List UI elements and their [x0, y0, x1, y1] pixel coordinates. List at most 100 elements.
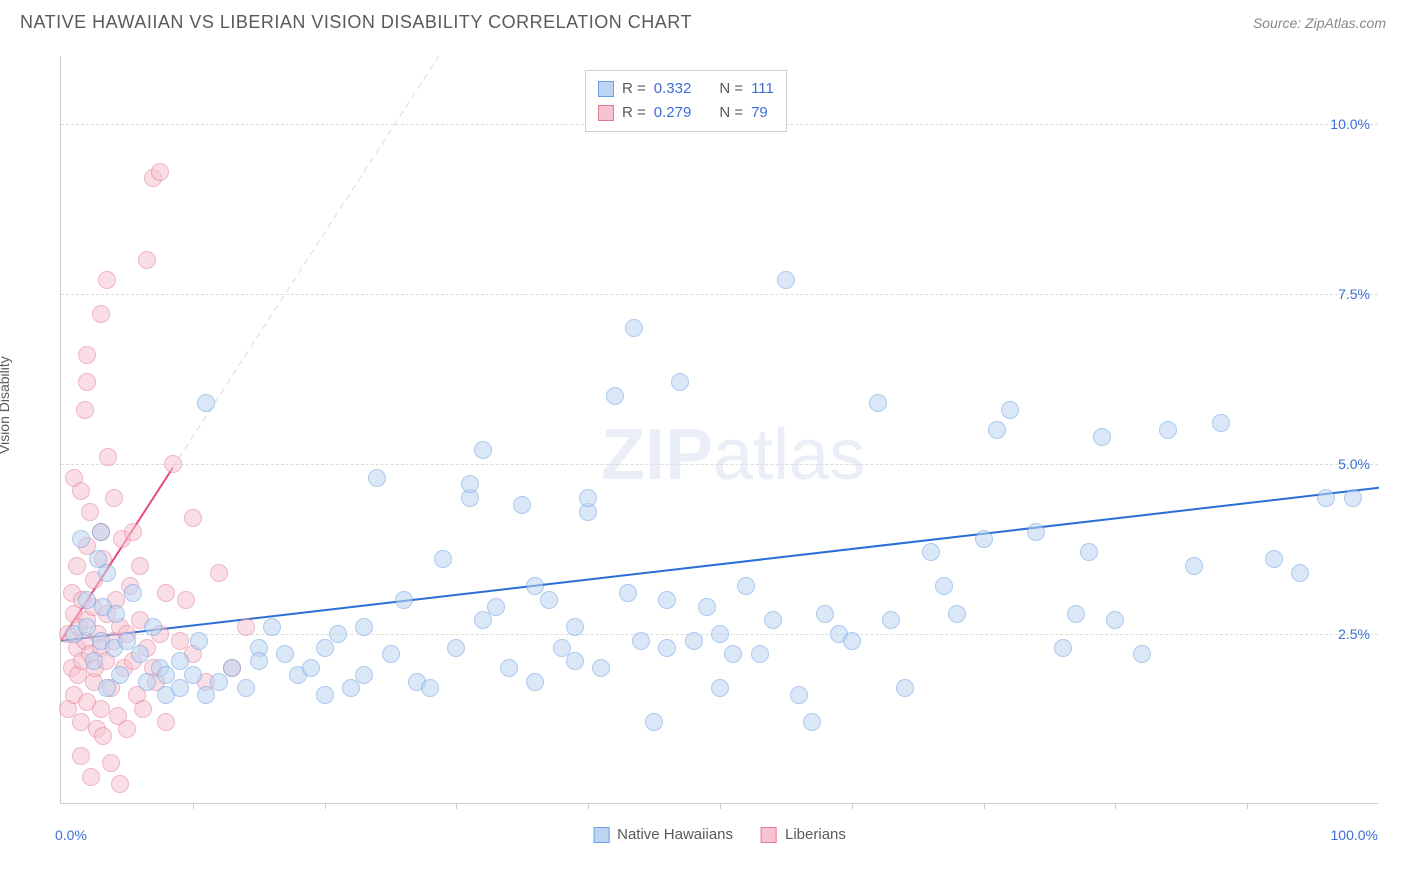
scatter-point-liberians [92, 700, 110, 718]
gridline-h [61, 294, 1378, 295]
scatter-point-native-hawaiians [606, 387, 624, 405]
scatter-point-native-hawaiians [896, 679, 914, 697]
scatter-point-native-hawaiians [698, 598, 716, 616]
scatter-point-native-hawaiians [368, 469, 386, 487]
scatter-point-liberians [78, 373, 96, 391]
gridline-h [61, 464, 1378, 465]
scatter-point-native-hawaiians [98, 679, 116, 697]
scatter-point-liberians [210, 564, 228, 582]
scatter-point-liberians [72, 482, 90, 500]
scatter-point-liberians [105, 489, 123, 507]
scatter-point-native-hawaiians [922, 543, 940, 561]
scatter-point-native-hawaiians [316, 686, 334, 704]
scatter-point-native-hawaiians [474, 611, 492, 629]
scatter-point-native-hawaiians [645, 713, 663, 731]
scatter-point-native-hawaiians [131, 645, 149, 663]
scatter-point-native-hawaiians [619, 584, 637, 602]
scatter-point-native-hawaiians [1344, 489, 1362, 507]
scatter-point-native-hawaiians [197, 394, 215, 412]
scatter-point-native-hawaiians [1185, 557, 1203, 575]
scatter-point-native-hawaiians [171, 679, 189, 697]
scatter-point-native-hawaiians [625, 319, 643, 337]
stats-r-label: R = [622, 101, 646, 125]
scatter-point-native-hawaiians [85, 652, 103, 670]
y-tick-label: 2.5% [1338, 626, 1370, 642]
scatter-point-native-hawaiians [579, 489, 597, 507]
scatter-point-native-hawaiians [487, 598, 505, 616]
chart-title: NATIVE HAWAIIAN VS LIBERIAN VISION DISAB… [20, 12, 692, 33]
scatter-point-liberians [99, 448, 117, 466]
scatter-point-liberians [68, 557, 86, 575]
scatter-point-native-hawaiians [513, 496, 531, 514]
scatter-point-native-hawaiians [1080, 543, 1098, 561]
scatter-point-native-hawaiians [421, 679, 439, 697]
scatter-point-native-hawaiians [1093, 428, 1111, 446]
y-tick-label: 7.5% [1338, 286, 1370, 302]
scatter-point-native-hawaiians [72, 530, 90, 548]
scatter-point-liberians [134, 700, 152, 718]
source-prefix: Source: [1253, 15, 1305, 31]
scatter-point-liberians [177, 591, 195, 609]
scatter-point-native-hawaiians [92, 523, 110, 541]
x-tick [456, 803, 457, 809]
scatter-point-native-hawaiians [210, 673, 228, 691]
scatter-point-native-hawaiians [935, 577, 953, 595]
y-axis-label: Vision Disability [0, 356, 12, 454]
stats-n-label: N = [719, 101, 743, 125]
x-tick [720, 803, 721, 809]
x-tick [984, 803, 985, 809]
scatter-point-native-hawaiians [250, 652, 268, 670]
scatter-point-native-hawaiians [1001, 401, 1019, 419]
series-legend: Native Hawaiians Liberians [593, 826, 846, 843]
scatter-point-liberians [184, 509, 202, 527]
scatter-point-native-hawaiians [526, 673, 544, 691]
source-attribution: Source: ZipAtlas.com [1253, 15, 1386, 31]
stats-n-value: 111 [751, 77, 774, 101]
x-axis-end-label: 100.0% [1331, 827, 1378, 843]
trend-line [61, 488, 1379, 641]
scatter-point-liberians [98, 271, 116, 289]
scatter-point-native-hawaiians [329, 625, 347, 643]
scatter-point-native-hawaiians [1159, 421, 1177, 439]
correlation-stats-box: R =0.332N =111R = 0.279 N = 79 [585, 70, 787, 132]
scatter-point-native-hawaiians [302, 659, 320, 677]
legend-label: Liberians [785, 826, 846, 843]
source-name: ZipAtlas.com [1305, 15, 1386, 31]
scatter-point-native-hawaiians [975, 530, 993, 548]
watermark-zip: ZIP [601, 415, 713, 495]
scatter-point-liberians [157, 584, 175, 602]
x-tick [1247, 803, 1248, 809]
scatter-point-native-hawaiians [816, 605, 834, 623]
scatter-point-native-hawaiians [948, 605, 966, 623]
scatter-point-native-hawaiians [790, 686, 808, 704]
stats-r-value: 0.279 [654, 101, 692, 125]
scatter-point-native-hawaiians [1067, 605, 1085, 623]
legend-label: Native Hawaiians [617, 826, 733, 843]
stats-n-value: 79 [751, 101, 768, 125]
scatter-point-native-hawaiians [447, 639, 465, 657]
scatter-point-native-hawaiians [632, 632, 650, 650]
scatter-point-native-hawaiians [803, 713, 821, 731]
x-tick [193, 803, 194, 809]
scatter-point-native-hawaiians [1106, 611, 1124, 629]
stats-swatch [598, 81, 614, 97]
scatter-point-native-hawaiians [1027, 523, 1045, 541]
scatter-point-native-hawaiians [276, 645, 294, 663]
scatter-point-native-hawaiians [540, 591, 558, 609]
scatter-point-native-hawaiians [107, 605, 125, 623]
y-tick-label: 5.0% [1338, 456, 1370, 472]
scatter-point-native-hawaiians [1291, 564, 1309, 582]
scatter-point-native-hawaiians [223, 659, 241, 677]
stats-row: R =0.332N =111 [598, 77, 774, 101]
scatter-point-native-hawaiians [342, 679, 360, 697]
scatter-point-native-hawaiians [124, 584, 142, 602]
plot-area: ZIPatlas 2.5%5.0%7.5%10.0% 0.0% 100.0% R… [60, 56, 1378, 804]
scatter-point-native-hawaiians [566, 652, 584, 670]
scatter-point-native-hawaiians [263, 618, 281, 636]
x-tick [325, 803, 326, 809]
scatter-point-native-hawaiians [592, 659, 610, 677]
scatter-point-native-hawaiians [138, 673, 156, 691]
scatter-point-native-hawaiians [711, 625, 729, 643]
scatter-point-native-hawaiians [1317, 489, 1335, 507]
scatter-point-native-hawaiians [1054, 639, 1072, 657]
